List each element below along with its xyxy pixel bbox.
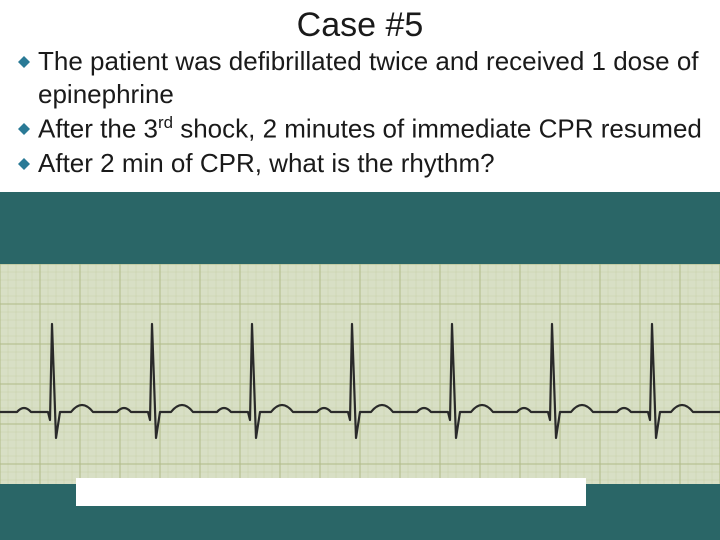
diamond-icon xyxy=(18,123,30,135)
slide-title: Case #5 xyxy=(0,0,720,45)
bullet-item: After 2 min of CPR, what is the rhythm? xyxy=(18,147,702,180)
diamond-icon xyxy=(18,56,30,68)
caption-whiteout-bar xyxy=(76,478,586,506)
ecg-svg xyxy=(0,264,720,484)
bullet-item: The patient was defibrillated twice and … xyxy=(18,45,702,110)
bullet-text: After 2 min of CPR, what is the rhythm? xyxy=(38,147,495,180)
bullet-item: After the 3rd shock, 2 minutes of immedi… xyxy=(18,112,702,145)
bullet-text: The patient was defibrillated twice and … xyxy=(38,45,702,110)
diamond-icon xyxy=(18,158,30,170)
bullet-text: After the 3rd shock, 2 minutes of immedi… xyxy=(38,112,702,145)
ecg-strip xyxy=(0,264,720,484)
bullet-list: The patient was defibrillated twice and … xyxy=(0,45,720,192)
slide: Case #5 The patient was defibrillated tw… xyxy=(0,0,720,540)
